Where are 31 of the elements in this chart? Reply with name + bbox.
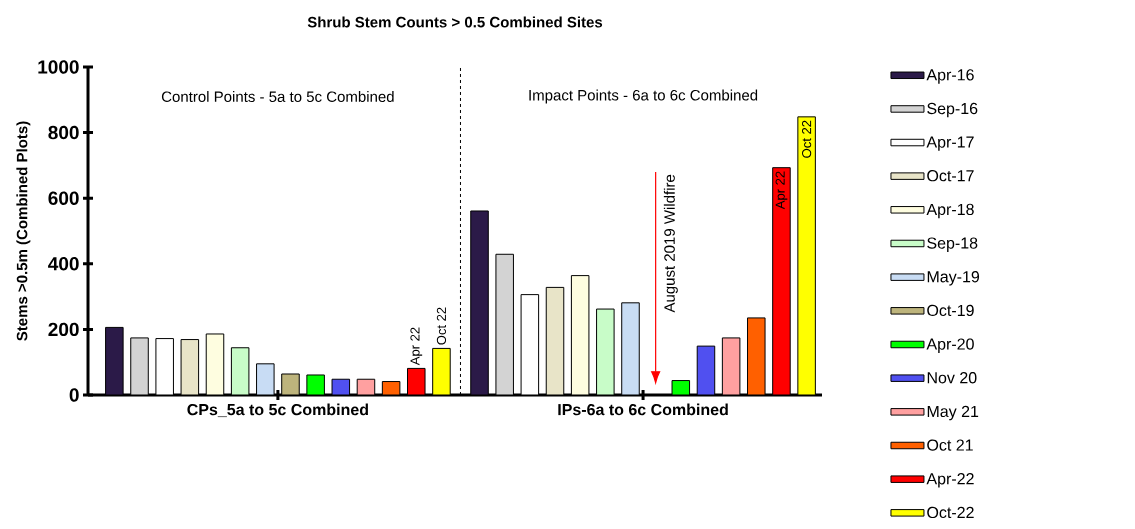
y-tick-label: 1000 bbox=[38, 60, 79, 74]
legend-label: Apr-22 bbox=[926, 473, 974, 488]
y-tick-label: 0 bbox=[69, 388, 79, 402]
legend-label: Oct-22 bbox=[927, 506, 974, 519]
legend-label: Oct 21 bbox=[927, 439, 973, 451]
legend-label: Apr-18 bbox=[926, 203, 974, 219]
legend-label: Oct-19 bbox=[927, 304, 974, 317]
legend-label: Nov 20 bbox=[927, 372, 977, 384]
y-tick-label: 800 bbox=[48, 125, 79, 140]
legend-label: Sep-18 bbox=[927, 237, 978, 252]
legend-label: Apr-16 bbox=[926, 69, 974, 84]
annotation: Control Points - 5a to 5c Combined bbox=[161, 91, 394, 103]
legend-label: May 21 bbox=[927, 405, 979, 421]
legend-label: Apr-17 bbox=[926, 136, 974, 151]
x-tick-label: IPs-6a to 6c Combined bbox=[558, 403, 728, 416]
data-label: Apr 22 bbox=[410, 327, 423, 366]
chart-title: Shrub Stem Counts > 0.5 Combined Sites bbox=[307, 16, 603, 28]
legend-label: Sep-16 bbox=[927, 102, 978, 118]
data-label: Oct 22 bbox=[436, 307, 447, 345]
legend-label: Oct-17 bbox=[927, 170, 974, 182]
y-axis-title: Stems >0.5m (Combined Plots) bbox=[16, 121, 31, 341]
y-tick-label: 600 bbox=[48, 191, 79, 205]
legend-label: May-19 bbox=[927, 271, 980, 286]
y-tick-label: 400 bbox=[48, 257, 79, 271]
annotation: August 2019 Wildfire bbox=[663, 174, 678, 313]
y-tick-label: 200 bbox=[48, 322, 79, 337]
annotation: Impact Points - 6a to 6c Combined bbox=[529, 89, 758, 104]
legend-label: Apr-20 bbox=[926, 338, 974, 353]
x-tick-label: CPs_5a to 5c Combined bbox=[187, 403, 368, 418]
data-label: Oct 22 bbox=[802, 120, 812, 158]
data-label: Apr 22 bbox=[775, 171, 788, 210]
